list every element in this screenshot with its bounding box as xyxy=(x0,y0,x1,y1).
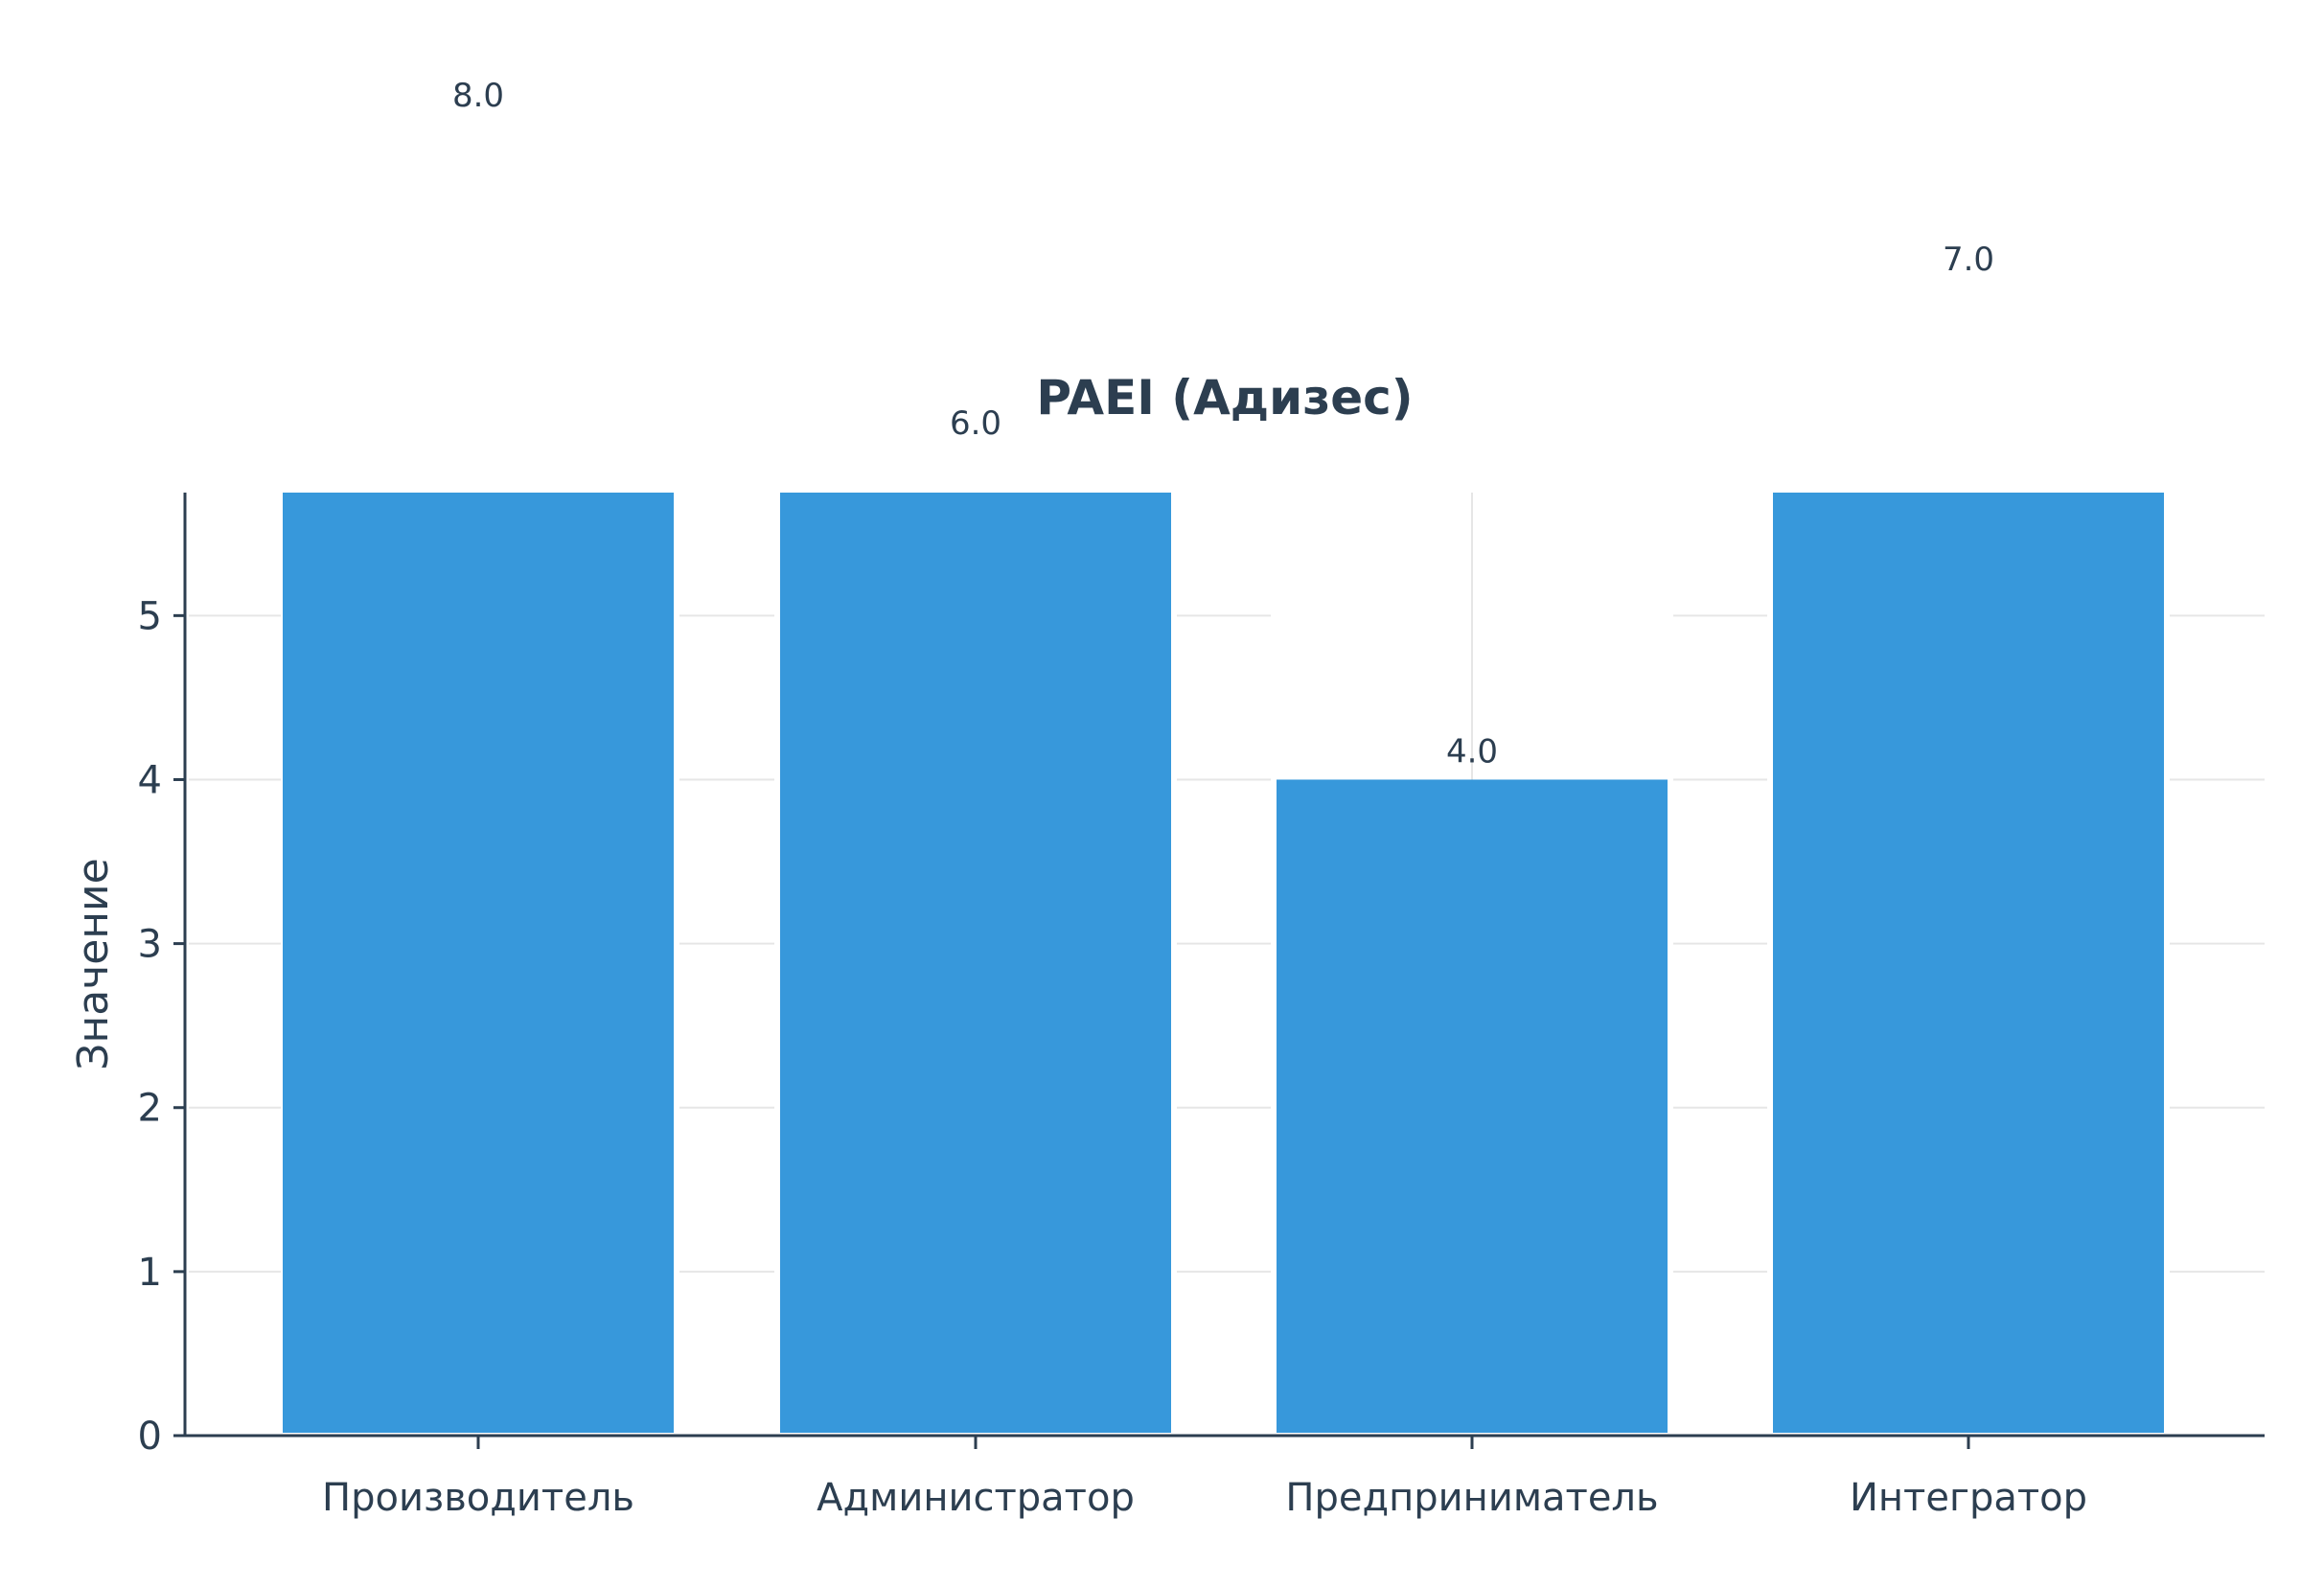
y-tick-label: 4 xyxy=(138,758,162,802)
bar-2 xyxy=(780,493,1171,1433)
axes xyxy=(183,493,2265,1438)
value-label-2: 6.0 xyxy=(950,404,1001,443)
y-axis-label: Значение xyxy=(69,858,118,1070)
x-tick-label: Интегратор xyxy=(1850,1476,2087,1520)
y-tick-label: 0 xyxy=(138,1415,162,1459)
y-tick-label: 1 xyxy=(138,1251,162,1295)
value-labels: 8.0 6.0 4.0 7.0 xyxy=(452,77,1994,771)
y-tick-label: 3 xyxy=(138,923,162,967)
chart-title: PAEI (Адизес) xyxy=(1036,370,1413,426)
value-label-3: 4.0 xyxy=(1446,732,1498,771)
y-tick-label: 5 xyxy=(138,594,162,638)
grid xyxy=(189,493,2265,1273)
x-tick-label: Администратор xyxy=(817,1476,1135,1520)
value-label-1: 8.0 xyxy=(452,77,504,115)
x-tick-label: Производитель xyxy=(322,1476,634,1520)
x-tick-label: Предприниматель xyxy=(1285,1476,1658,1520)
bar-3 xyxy=(1277,779,1668,1433)
y-ticks: 0 1 2 3 4 5 xyxy=(138,594,185,1459)
bar-4 xyxy=(1773,493,2164,1433)
bar-1 xyxy=(283,493,674,1433)
x-ticks: Производитель Администратор Предпринимател… xyxy=(322,1436,2087,1520)
bars xyxy=(283,493,2164,1433)
value-label-4: 7.0 xyxy=(1943,241,1994,279)
y-tick-label: 2 xyxy=(138,1087,162,1131)
